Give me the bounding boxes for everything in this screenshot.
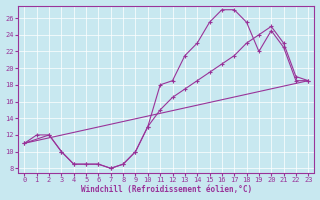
X-axis label: Windchill (Refroidissement éolien,°C): Windchill (Refroidissement éolien,°C)	[81, 185, 252, 194]
